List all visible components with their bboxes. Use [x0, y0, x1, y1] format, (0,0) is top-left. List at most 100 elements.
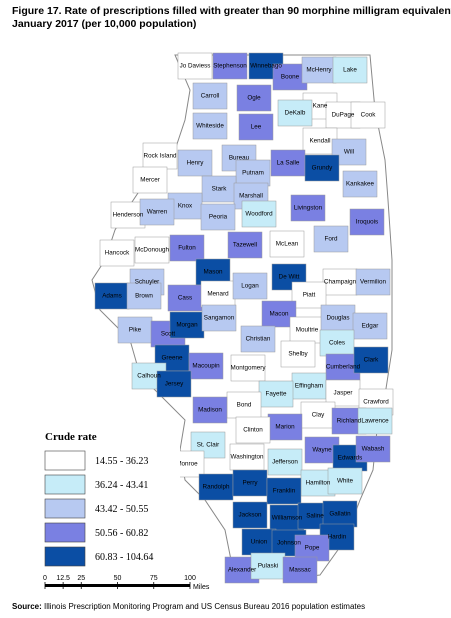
county — [156, 370, 192, 398]
county-label: Clay — [312, 412, 325, 419]
county — [232, 469, 268, 497]
county-label: De Witt — [279, 274, 300, 281]
county — [269, 230, 305, 258]
county — [212, 52, 248, 80]
county-label: Iroquois — [356, 219, 378, 226]
county-label: DeKalb — [285, 110, 306, 117]
county-label: Ogle — [247, 95, 261, 102]
scale-tick-label: 0 — [43, 575, 47, 582]
county-label: Lawrence — [361, 418, 389, 425]
county — [195, 258, 231, 286]
county-label: Shelby — [288, 351, 308, 358]
county-label: Clinton — [243, 427, 263, 434]
legend: 14.55 - 36.23 36.24 - 43.41 43.42 - 50.55 5… — [44, 450, 153, 567]
county-label: Edwards — [338, 455, 363, 462]
county-label: Moultrie — [296, 327, 319, 334]
county-label: Jersey — [165, 381, 184, 388]
county-label: Pike — [129, 327, 142, 334]
county — [201, 304, 237, 332]
county — [349, 208, 385, 236]
county — [200, 203, 236, 231]
scale-unit: Miles — [193, 584, 210, 591]
county — [271, 263, 307, 291]
county-label: Pope — [305, 545, 320, 552]
county — [177, 52, 213, 80]
county-label: Winnebago — [250, 63, 282, 70]
county — [99, 239, 135, 267]
county-label: Union — [251, 539, 268, 546]
legend-swatch — [44, 474, 86, 495]
county — [134, 236, 170, 264]
county-label: Menard — [207, 291, 229, 298]
county — [139, 198, 175, 226]
county-label: Saline — [306, 513, 324, 520]
legend-label: 43.42 - 50.55 — [95, 504, 148, 515]
county-label: Bond — [237, 402, 252, 409]
county-label: Jo Daviess — [180, 63, 211, 70]
county-label: Randolph — [203, 484, 230, 491]
county-label: Massac — [289, 567, 311, 574]
county-label: Warren — [147, 209, 168, 216]
county — [188, 352, 224, 380]
county-label: Crawford — [363, 399, 389, 406]
county — [241, 200, 277, 228]
county-label: Macoupin — [192, 363, 220, 370]
county-label: Alexander — [228, 567, 256, 574]
county — [320, 304, 356, 332]
county — [126, 282, 162, 310]
county-label: Christian — [246, 336, 271, 343]
county-label: Marshall — [239, 193, 263, 200]
county-label: Greene — [161, 355, 183, 362]
county-label: Hamilton — [306, 480, 331, 487]
county-label: Mercer — [140, 177, 160, 184]
county-label: Knox — [178, 203, 193, 210]
county-label: Carroll — [201, 93, 220, 100]
county-label: Hardin — [328, 534, 347, 541]
county-label: Madison — [198, 407, 222, 414]
county — [192, 112, 228, 140]
county — [327, 467, 363, 495]
county-label: Livingston — [294, 205, 323, 212]
county-label: Henry — [187, 160, 205, 167]
county-label: McDonough — [135, 247, 169, 254]
county-label: Marion — [275, 424, 295, 431]
county-label: Macon — [270, 311, 289, 318]
source-label: Source: — [12, 602, 42, 611]
county — [230, 354, 266, 382]
county — [313, 225, 349, 253]
county-label: Kendall — [309, 138, 330, 145]
county-label: Kane — [313, 103, 328, 110]
county — [300, 401, 336, 429]
county-label: Jefferson — [272, 459, 298, 466]
county-label: Tazewell — [233, 242, 257, 249]
county-label: Effingham — [295, 383, 323, 390]
county — [238, 113, 274, 141]
county — [290, 194, 326, 222]
source-note: Source: Illinois Prescription Monitoring… — [12, 602, 365, 611]
county — [94, 282, 130, 310]
county — [198, 473, 234, 501]
county-label: Putnam — [242, 170, 264, 177]
county — [110, 201, 146, 229]
scale-tick-label: 75 — [150, 575, 158, 582]
county — [192, 82, 228, 110]
county-label: Wabash — [362, 446, 385, 453]
county-label: Cass — [178, 295, 192, 302]
county-label: Douglas — [326, 315, 349, 322]
scale-bar: 0 12.5 25 50 75 100 Miles — [43, 575, 210, 591]
counties: Jo Daviess Stephenson Winnebago Boone McHenr… — [94, 52, 394, 584]
county — [232, 272, 268, 300]
county-label: Brown — [135, 293, 153, 300]
county — [272, 63, 308, 91]
county — [342, 170, 378, 198]
county — [169, 311, 205, 339]
county-label: Cook — [361, 112, 377, 119]
county — [232, 501, 268, 529]
county-label: Sangamon — [204, 315, 235, 322]
county-label: Boone — [281, 74, 300, 81]
county — [353, 346, 389, 374]
county-label: Woodford — [245, 211, 273, 218]
county — [235, 159, 271, 187]
county — [357, 407, 393, 435]
county-label: Stark — [212, 186, 228, 193]
